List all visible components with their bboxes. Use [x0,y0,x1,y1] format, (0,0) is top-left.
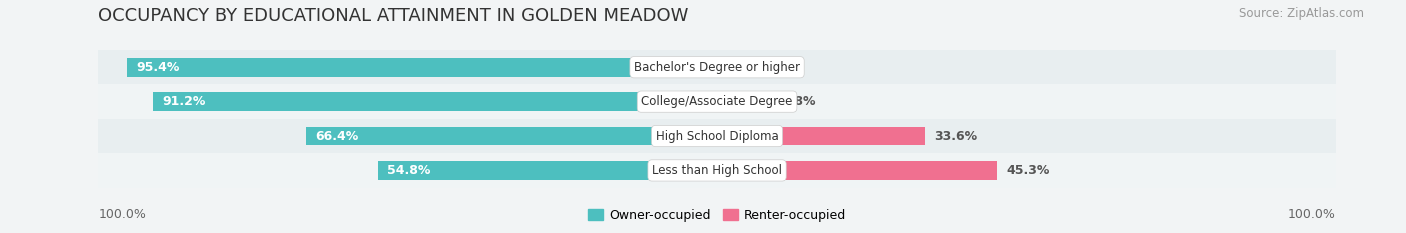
Text: 95.4%: 95.4% [136,61,180,74]
Bar [98,84,1336,119]
Text: High School Diploma: High School Diploma [655,130,779,143]
Text: 45.3%: 45.3% [1007,164,1050,177]
Bar [98,153,1336,188]
Bar [127,58,717,77]
Bar [717,92,772,111]
Bar [98,119,1336,153]
Text: 100.0%: 100.0% [98,208,146,221]
Text: 91.2%: 91.2% [162,95,205,108]
Text: Source: ZipAtlas.com: Source: ZipAtlas.com [1239,7,1364,20]
Text: College/Associate Degree: College/Associate Degree [641,95,793,108]
Bar [717,127,925,145]
Text: 4.6%: 4.6% [755,61,789,74]
Text: 8.8%: 8.8% [780,95,815,108]
Bar [378,161,717,180]
Text: Less than High School: Less than High School [652,164,782,177]
Bar [717,58,745,77]
Text: 54.8%: 54.8% [387,164,430,177]
Text: Bachelor's Degree or higher: Bachelor's Degree or higher [634,61,800,74]
Text: 33.6%: 33.6% [934,130,977,143]
Legend: Owner-occupied, Renter-occupied: Owner-occupied, Renter-occupied [582,204,852,227]
Text: OCCUPANCY BY EDUCATIONAL ATTAINMENT IN GOLDEN MEADOW: OCCUPANCY BY EDUCATIONAL ATTAINMENT IN G… [98,7,689,25]
Text: 66.4%: 66.4% [315,130,359,143]
Text: 100.0%: 100.0% [1288,208,1336,221]
Bar [717,161,997,180]
Bar [98,50,1336,84]
Bar [153,92,717,111]
Bar [307,127,717,145]
